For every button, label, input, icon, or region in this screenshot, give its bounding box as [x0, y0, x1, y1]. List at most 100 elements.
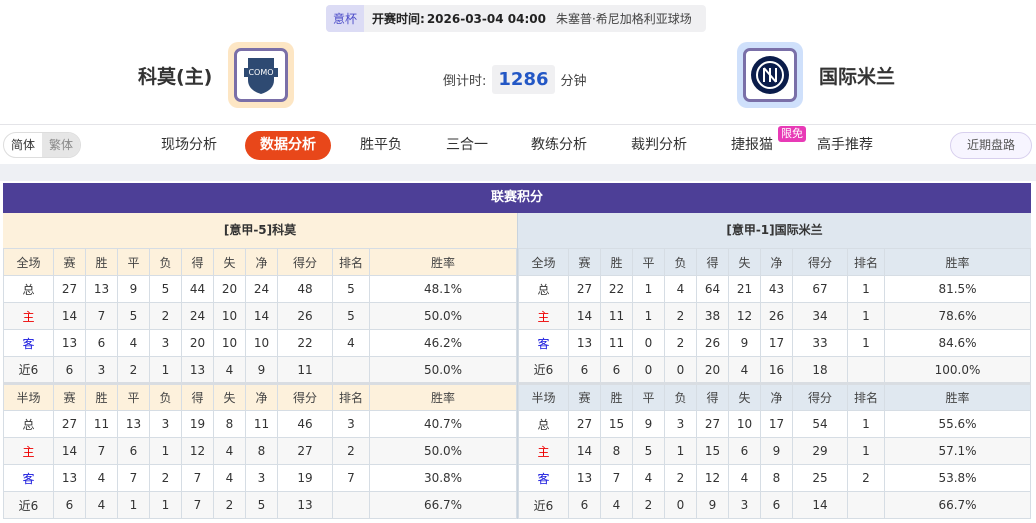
- stat-cell: 17: [760, 329, 793, 357]
- league-label[interactable]: 意杯: [326, 5, 365, 32]
- home-team-logo: COMO: [228, 42, 295, 108]
- tab-coach-analysis[interactable]: 教练分析: [531, 137, 587, 153]
- stat-cell: 10: [728, 410, 761, 438]
- kickoff-label: 开赛时间:: [372, 12, 425, 26]
- stat-cell: 13: [53, 464, 86, 492]
- stat-cell: 7: [181, 491, 214, 519]
- tab-live-analysis[interactable]: 现场分析: [161, 137, 217, 153]
- stat-cell: 14: [568, 437, 601, 465]
- stat-cell: 6: [85, 329, 118, 357]
- nav-bar: 简体 繁体 现场分析 数据分析 胜平负 三合一 教练分析 裁判分析 捷报猫 限免…: [0, 124, 1036, 164]
- row-label: 主: [3, 437, 54, 465]
- stat-cell: 24: [181, 302, 214, 330]
- column-header: 胜率: [884, 382, 1031, 411]
- table-row: 近6 6 4 2 0 9 3 6 14 66.7%: [518, 491, 1031, 519]
- row-label: 主: [3, 302, 54, 330]
- stat-cell: 1: [149, 437, 182, 465]
- stat-cell: [847, 356, 885, 384]
- row-label: 客: [518, 329, 569, 357]
- column-header: 胜率: [369, 382, 517, 411]
- tab-data-analysis[interactable]: 数据分析: [245, 131, 331, 160]
- column-header: 净: [245, 382, 278, 411]
- stat-cell: 64: [696, 275, 729, 303]
- stat-cell: 4: [85, 491, 118, 519]
- stat-cell: 19: [181, 410, 214, 438]
- stat-cell: 24: [245, 275, 278, 303]
- column-header: 得: [696, 248, 729, 276]
- table-header-row: 全场赛胜平负得失净得分 排名 胜率: [518, 248, 1031, 276]
- stat-cell: 53.8%: [884, 464, 1031, 492]
- stat-cell: [332, 491, 370, 519]
- table-row: 客 13 4 7 2 7 4 3 19 7 30.8%: [3, 464, 517, 492]
- stat-cell: 1: [117, 491, 150, 519]
- stat-cell: 5: [149, 275, 182, 303]
- stat-cell: 5: [245, 491, 278, 519]
- tab-three-in-one[interactable]: 三合一: [446, 137, 488, 153]
- tab-referee-analysis[interactable]: 裁判分析: [631, 137, 687, 153]
- stat-cell: 2: [149, 464, 182, 492]
- stat-cell: 7: [332, 464, 370, 492]
- column-header: 净: [245, 248, 278, 276]
- lang-traditional[interactable]: 繁体: [42, 133, 81, 157]
- table-row: 近6 6 3 2 1 13 4 9 11 50.0%: [3, 356, 517, 384]
- home-standings-label: [意甲-5]科莫: [3, 213, 517, 248]
- stat-cell: 4: [213, 437, 246, 465]
- column-header: 得分: [792, 248, 848, 276]
- tab-expert-picks[interactable]: 高手推荐: [817, 137, 873, 153]
- column-header: 得: [181, 248, 214, 276]
- stat-cell: 7: [181, 464, 214, 492]
- home-standings-table: 全场赛胜平负得失净得分 排名 胜率总 27 13 9 5 44 20 24 48 5 48.1% 主 14 7…: [3, 248, 517, 519]
- stat-cell: 5: [332, 275, 370, 303]
- stat-cell: 9: [728, 329, 761, 357]
- stat-cell: 0: [632, 356, 665, 384]
- stat-cell: 7: [85, 302, 118, 330]
- stat-cell: 2: [149, 302, 182, 330]
- stat-cell: 26: [760, 302, 793, 330]
- tab-1x2[interactable]: 胜平负: [360, 137, 402, 153]
- kickoff-time: 2026-03-04 04:00: [426, 11, 546, 26]
- column-header: 全场: [518, 248, 569, 276]
- stat-cell: 40.7%: [369, 410, 517, 438]
- tab-jiebaomao[interactable]: 捷报猫: [731, 137, 773, 153]
- stat-cell: 21: [728, 275, 761, 303]
- home-team-name: 科莫(主): [138, 65, 213, 88]
- stat-cell: 8: [760, 464, 793, 492]
- standings-panel: 联赛积分 [意甲-5]科莫 全场赛胜平负得失净得分 排名 胜率总 27 13 9 5 44 20…: [3, 183, 1031, 519]
- stat-cell: 2: [847, 464, 885, 492]
- column-header: 赛: [568, 248, 601, 276]
- stat-cell: 4: [85, 464, 118, 492]
- stat-cell: 8: [600, 437, 633, 465]
- column-header: 胜: [85, 248, 118, 276]
- stat-cell: 9: [245, 356, 278, 384]
- stat-cell: 3: [664, 410, 697, 438]
- stat-cell: 57.1%: [884, 437, 1031, 465]
- column-header: 赛: [53, 382, 86, 411]
- stat-cell: 20: [181, 329, 214, 357]
- lang-simplified[interactable]: 简体: [11, 138, 36, 152]
- recent-odds-button[interactable]: 近期盘路: [950, 132, 1032, 159]
- table-row: 总 27 13 9 5 44 20 24 48 5 48.1%: [3, 275, 517, 303]
- table-row: 客 13 7 4 2 12 4 8 25 2 53.8%: [518, 464, 1031, 492]
- standings-title: 联赛积分: [3, 183, 1031, 213]
- stat-cell: 15: [600, 410, 633, 438]
- stat-cell: 1: [664, 437, 697, 465]
- stat-cell: 46: [277, 410, 333, 438]
- language-toggle[interactable]: 简体 繁体: [3, 132, 82, 158]
- stat-cell: 1: [149, 491, 182, 519]
- column-header: 平: [632, 382, 665, 411]
- stat-cell: 16: [760, 356, 793, 384]
- stat-cell: 4: [117, 329, 150, 357]
- stat-cell: 14: [792, 491, 848, 519]
- row-label: 近6: [518, 491, 569, 519]
- column-header: 半场: [518, 382, 569, 411]
- stat-cell: 2: [632, 491, 665, 519]
- column-header: 排名: [332, 382, 370, 411]
- column-header: 失: [213, 248, 246, 276]
- stat-cell: 26: [696, 329, 729, 357]
- table-row: 主 14 7 5 2 24 10 14 26 5 50.0%: [3, 302, 517, 330]
- table-row: 客 13 6 4 3 20 10 10 22 4 46.2%: [3, 329, 517, 357]
- stat-cell: 100.0%: [884, 356, 1031, 384]
- away-standings: [意甲-1]国际米兰 全场赛胜平负得失净得分 排名 胜率总 27 22 1 4 64 21 43 6…: [517, 213, 1031, 519]
- column-header: 得分: [277, 382, 333, 411]
- stat-cell: 9: [696, 491, 729, 519]
